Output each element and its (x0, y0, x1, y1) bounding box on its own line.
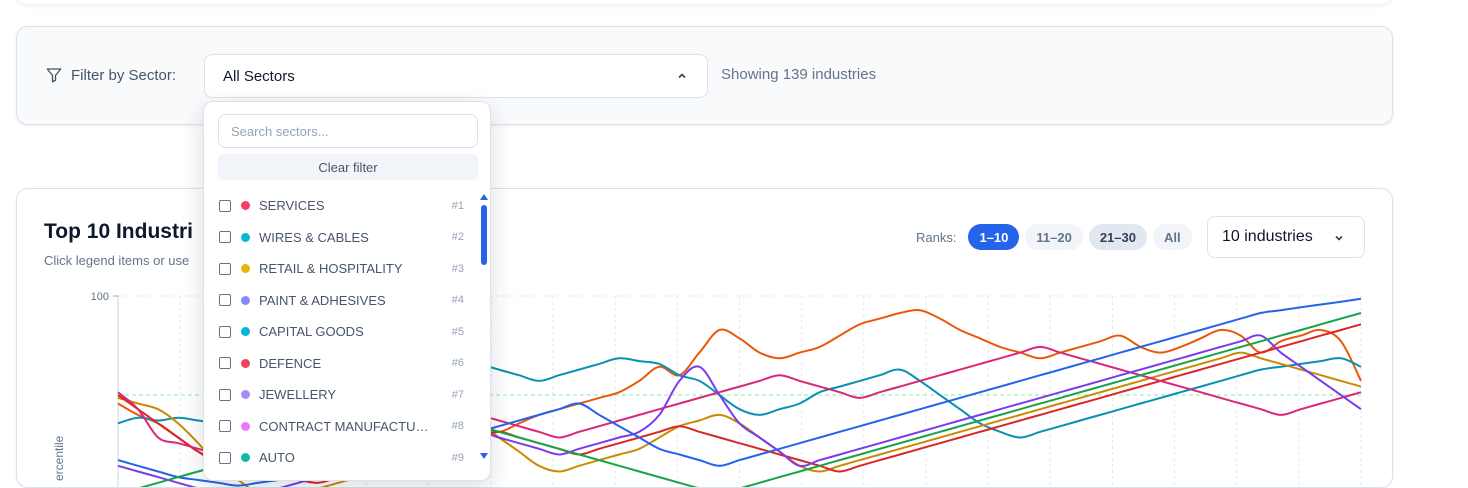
sector-option[interactable]: DEFENCE #6 (204, 348, 474, 380)
sector-color-dot (241, 421, 250, 431)
sector-rank: #9 (451, 451, 464, 464)
sector-option[interactable]: WIRES & CABLES #2 (204, 222, 474, 254)
sector-color-dot (241, 295, 250, 305)
filter-label-text: Filter by Sector: (71, 66, 177, 84)
sector-color-dot (241, 201, 250, 211)
sector-option[interactable]: CONTRACT MANUFACTURING #8 (204, 411, 474, 443)
sector-rank: #4 (451, 294, 464, 307)
sector-color-dot (241, 390, 250, 400)
sector-rank: #8 (451, 420, 464, 433)
sector-name: CONTRACT MANUFACTURING (259, 418, 437, 434)
sector-color-dot (241, 232, 250, 242)
sector-dropdown: Clear filter SERVICES #1 WIRES & CABLES #2 R… (203, 101, 491, 481)
showing-count: Showing 139 industries (721, 66, 877, 83)
sector-checkbox[interactable] (219, 231, 231, 244)
sector-checkbox[interactable] (219, 388, 231, 401)
sector-checkbox[interactable] (219, 294, 231, 307)
rank-tab-21-30[interactable]: 21–30 (1088, 224, 1147, 250)
sector-name: PAINT & ADHESIVES (259, 292, 386, 308)
industry-count-value: 10 industries (1222, 228, 1313, 245)
chart-subtitle: Click legend items or use (44, 253, 190, 268)
sector-color-dot (241, 453, 250, 463)
sector-option[interactable]: PAINT & ADHESIVES #4 (204, 285, 474, 317)
sector-option[interactable]: JEWELLERY #7 (204, 379, 474, 411)
clear-filter-button[interactable]: Clear filter (218, 154, 478, 180)
rank-tab-1-10[interactable]: 1–10 (968, 224, 1020, 250)
sector-rank: #3 (451, 262, 464, 275)
sector-name: JEWELLERY (259, 387, 337, 403)
rank-tabs: Ranks: 1–10 11–20 21–30 All (916, 224, 1192, 250)
sector-checkbox[interactable] (219, 325, 231, 338)
filter-icon (46, 68, 62, 83)
sector-select[interactable]: All Sectors (204, 54, 708, 98)
sector-option[interactable]: CAPITAL GOODS #5 (204, 316, 474, 348)
sector-rank: #6 (451, 357, 464, 370)
sector-list: SERVICES #1 WIRES & CABLES #2 RETAIL & HOSPI… (204, 190, 474, 474)
sector-search-input[interactable] (218, 114, 478, 148)
scroll-thumb[interactable] (481, 205, 487, 265)
sector-option[interactable]: AUTO #9 (204, 442, 474, 474)
sector-color-dot (241, 264, 250, 274)
sector-rank: #2 (451, 231, 464, 244)
sector-name: CAPITAL GOODS (259, 324, 364, 340)
scroll-up-icon[interactable] (480, 194, 488, 200)
sector-checkbox[interactable] (219, 420, 231, 433)
filter-label: Filter by Sector: (45, 66, 176, 84)
sector-rank: #5 (451, 325, 464, 338)
chevron-down-icon (1335, 235, 1343, 241)
y-tick-label: 100 (91, 291, 109, 303)
rank-tab-11-20[interactable]: 11–20 (1025, 224, 1083, 250)
sector-color-dot (241, 327, 250, 337)
sector-name: AUTO (259, 450, 295, 466)
y-axis-label: ercentile (52, 435, 66, 481)
industry-count-select[interactable]: 10 industries (1207, 216, 1365, 258)
sector-rank: #7 (451, 388, 464, 401)
sector-name: WIRES & CABLES (259, 229, 369, 245)
sector-option[interactable]: SERVICES #1 (204, 190, 474, 222)
scroll-down-icon[interactable] (480, 453, 488, 459)
dropdown-scrollbar[interactable] (480, 194, 488, 460)
sector-select-value: All Sectors (223, 67, 295, 85)
previous-card (16, 0, 1392, 4)
sector-name: DEFENCE (259, 355, 322, 371)
chart-title: Top 10 Industri (44, 220, 193, 243)
sector-name: SERVICES (259, 198, 325, 214)
sector-name: RETAIL & HOSPITALITY (259, 261, 403, 277)
sector-rank: #1 (451, 199, 464, 212)
rank-tab-all[interactable]: All (1152, 224, 1192, 250)
sector-checkbox[interactable] (219, 199, 231, 212)
chevron-up-icon (678, 73, 686, 79)
sector-option[interactable]: RETAIL & HOSPITALITY #3 (204, 253, 474, 285)
sector-color-dot (241, 358, 250, 368)
ranks-label: Ranks: (916, 229, 957, 245)
sector-checkbox[interactable] (219, 357, 231, 370)
sector-checkbox[interactable] (219, 262, 231, 275)
